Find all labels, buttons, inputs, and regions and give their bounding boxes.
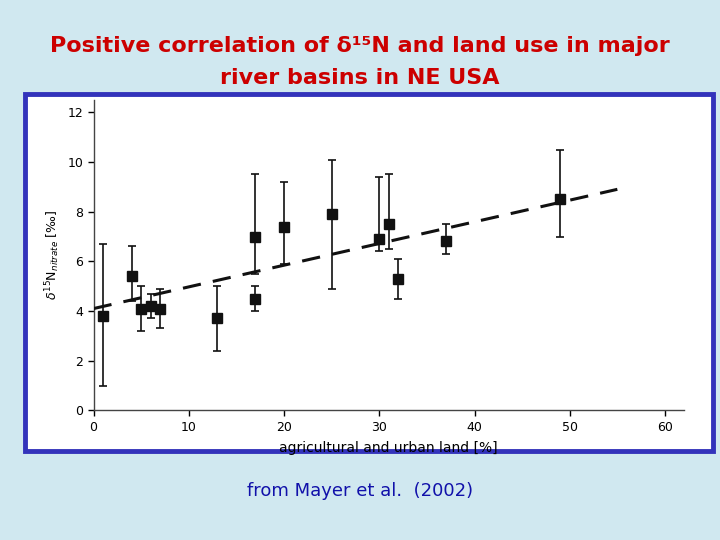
X-axis label: agricultural and urban land [%]: agricultural and urban land [%] bbox=[279, 441, 498, 455]
Text: from Mayer et al.  (2002): from Mayer et al. (2002) bbox=[247, 482, 473, 501]
Y-axis label: $\delta^{15}$N$_{\mathit{nitrate}}$ [‰]: $\delta^{15}$N$_{\mathit{nitrate}}$ [‰] bbox=[43, 210, 62, 300]
Text: river basins in NE USA: river basins in NE USA bbox=[220, 68, 500, 89]
Text: Positive correlation of δ¹⁵N and land use in major: Positive correlation of δ¹⁵N and land us… bbox=[50, 36, 670, 56]
